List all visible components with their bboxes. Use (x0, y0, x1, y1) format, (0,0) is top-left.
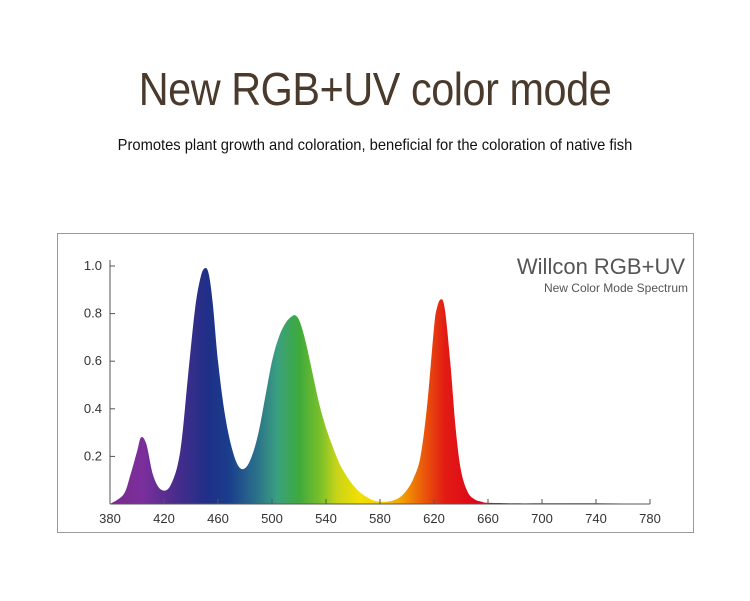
y-tick-label: 0.4 (84, 401, 102, 416)
y-tick-label: 1.0 (84, 258, 102, 273)
x-tick-label: 780 (639, 511, 661, 526)
x-tick-label: 580 (369, 511, 391, 526)
spectrum-area (110, 268, 650, 504)
chart-title: Willcon RGB+UV (517, 254, 685, 279)
x-tick-label: 540 (315, 511, 337, 526)
x-tick-label: 660 (477, 511, 499, 526)
y-tick-label: 0.8 (84, 306, 102, 321)
spectrum-chart: 380 420 460 500 540 580 620 660 700 740 780 0.2 0.4 0… (57, 233, 694, 533)
plot-area: 380 420 460 500 540 580 620 660 700 740 780 0.2 0.4 0… (84, 258, 661, 526)
x-tick-label: 740 (585, 511, 607, 526)
x-tick-label: 420 (153, 511, 175, 526)
x-tick-label: 460 (207, 511, 229, 526)
y-tick-label: 0.6 (84, 353, 102, 368)
x-tick-label: 620 (423, 511, 445, 526)
chart-subtitle: New Color Mode Spectrum (544, 281, 688, 295)
page-subtitle: Promotes plant growth and coloration, be… (117, 137, 633, 154)
page-title: New RGB+UV color mode (138, 63, 612, 115)
spectrum-chart-svg: 380 420 460 500 540 580 620 660 700 740 780 0.2 0.4 0… (84, 254, 688, 526)
x-tick-label: 700 (531, 511, 553, 526)
x-tick-label: 500 (261, 511, 283, 526)
y-tick-label: 0.2 (84, 448, 102, 463)
x-tick-label: 380 (99, 511, 121, 526)
